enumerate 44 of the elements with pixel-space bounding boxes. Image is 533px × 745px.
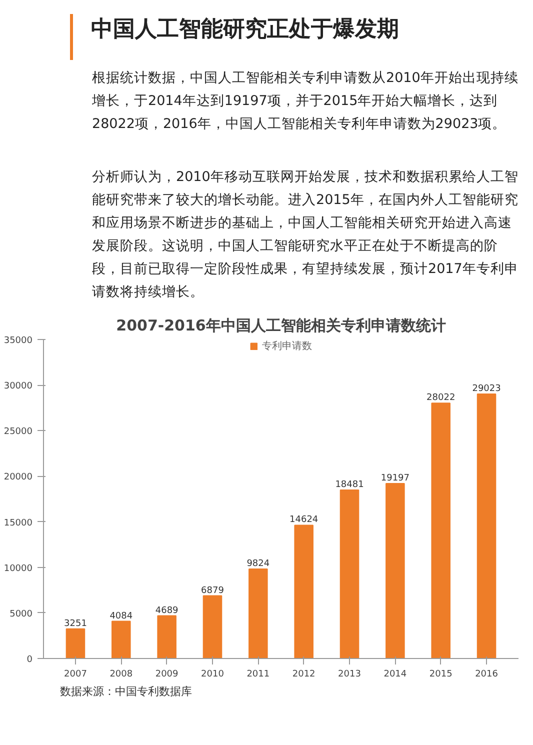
y-tick-label: 10000 bbox=[4, 564, 33, 574]
data-label: 9824 bbox=[246, 558, 270, 569]
bar bbox=[112, 620, 131, 658]
y-tick-label: 25000 bbox=[4, 427, 33, 438]
y-tick-label: 30000 bbox=[4, 382, 33, 392]
data-label: 28022 bbox=[426, 393, 456, 404]
data-label: 4084 bbox=[110, 611, 133, 622]
bar bbox=[294, 524, 314, 658]
y-tick-label: 5000 bbox=[10, 609, 33, 620]
bar bbox=[202, 595, 222, 658]
y-tick-label: 15000 bbox=[4, 518, 33, 528]
x-tick-label: 2012 bbox=[292, 670, 316, 680]
data-label: 18481 bbox=[335, 480, 364, 490]
x-tick-label: 2009 bbox=[155, 670, 179, 680]
data-label: 6879 bbox=[201, 586, 224, 596]
bar bbox=[66, 628, 86, 658]
text: 分析师认为，2010年移动互联网开始发展，技术和数据积累给人工智能研究带来了较大的增长动能。进入2015年，在国内外人工智能研究和应用场景不断进步的基础上，中国人工智能相关研究开始进入高速发展阶段。这说明，中国人工智能研究水平正在处于不断提高的阶段，目前已取得一定阶段性成果，有望持续发展，预计2017年专利申请数将持续增长。 bbox=[92, 168, 520, 302]
x-tick-label: 2008 bbox=[110, 670, 133, 680]
legend-label: 专利申请数 bbox=[262, 340, 312, 353]
y-tick-label: 35000 bbox=[4, 336, 33, 346]
x-tick-label: 2013 bbox=[338, 670, 361, 680]
chart-subtitle: 2007-2016年中国人工智能相关专利申请数统计 bbox=[116, 316, 446, 334]
bar bbox=[476, 393, 496, 658]
data-label: 4689 bbox=[155, 606, 179, 616]
y-tick-label: 20000 bbox=[4, 472, 33, 483]
x-tick-label: 2015 bbox=[429, 670, 452, 680]
y-tick-label: 0 bbox=[26, 655, 33, 665]
bar bbox=[431, 402, 450, 658]
text: 根据统计数据，中国人工智能相关专利申请数从2010年开始出现持续增长，于2014年达到19197项，并于2015年开始大幅增长，达到28022项，2016年，中国人工智能相关专利年申请数为29023项。 bbox=[92, 69, 520, 134]
data-label: 19197 bbox=[380, 474, 410, 484]
source-note: 数据来源：中国专利数据库 bbox=[60, 684, 192, 700]
data-label: 3251 bbox=[64, 618, 87, 629]
bar bbox=[248, 568, 268, 658]
x-tick-label: 2007 bbox=[64, 670, 87, 680]
bar bbox=[340, 490, 360, 658]
x-tick-label: 2011 bbox=[246, 670, 270, 680]
data-label: 29023 bbox=[472, 384, 501, 394]
chart-title: 中国人工智能研究正处于爆发期 bbox=[91, 16, 399, 44]
x-tick-label: 2016 bbox=[475, 670, 498, 680]
bar bbox=[386, 483, 405, 658]
x-tick-label: 2010 bbox=[201, 670, 224, 680]
data-label: 14624 bbox=[290, 515, 318, 526]
bar bbox=[157, 615, 176, 658]
x-tick-label: 2014 bbox=[384, 670, 407, 680]
